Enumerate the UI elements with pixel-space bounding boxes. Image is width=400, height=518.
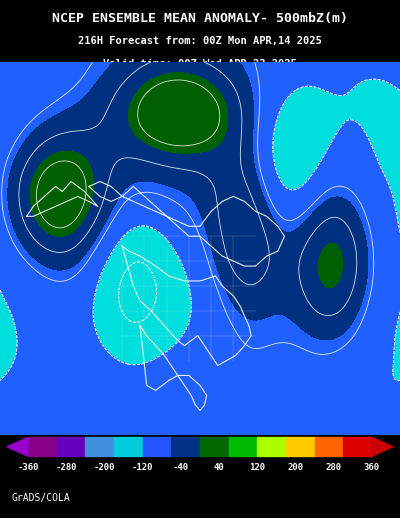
Polygon shape <box>372 437 393 456</box>
Text: 200: 200 <box>288 463 304 472</box>
Text: -280: -280 <box>56 463 77 472</box>
Text: Valid time: 00Z Wed APR,23 2025: Valid time: 00Z Wed APR,23 2025 <box>103 59 297 69</box>
Bar <box>286 437 315 456</box>
Bar <box>143 437 171 456</box>
Text: -360: -360 <box>17 463 39 472</box>
Text: 120: 120 <box>249 463 265 472</box>
Bar <box>257 437 286 456</box>
Text: GrADS/COLA: GrADS/COLA <box>12 493 71 502</box>
Bar <box>229 437 257 456</box>
Bar <box>171 437 200 456</box>
Text: -200: -200 <box>94 463 115 472</box>
Text: NCEP ENSEMBLE MEAN ANOMALY- 500mbZ(m): NCEP ENSEMBLE MEAN ANOMALY- 500mbZ(m) <box>52 12 348 25</box>
Text: -40: -40 <box>173 463 189 472</box>
Bar <box>200 437 229 456</box>
Text: 216H Forecast from: 00Z Mon APR,14 2025: 216H Forecast from: 00Z Mon APR,14 2025 <box>78 36 322 46</box>
Bar <box>85 437 114 456</box>
Bar <box>57 437 85 456</box>
Polygon shape <box>7 437 28 456</box>
Text: 360: 360 <box>364 463 380 472</box>
Bar <box>315 437 343 456</box>
Text: -120: -120 <box>132 463 154 472</box>
Bar <box>28 437 57 456</box>
Bar <box>343 437 372 456</box>
Text: 280: 280 <box>326 463 342 472</box>
Bar <box>114 437 143 456</box>
Text: 40: 40 <box>214 463 224 472</box>
